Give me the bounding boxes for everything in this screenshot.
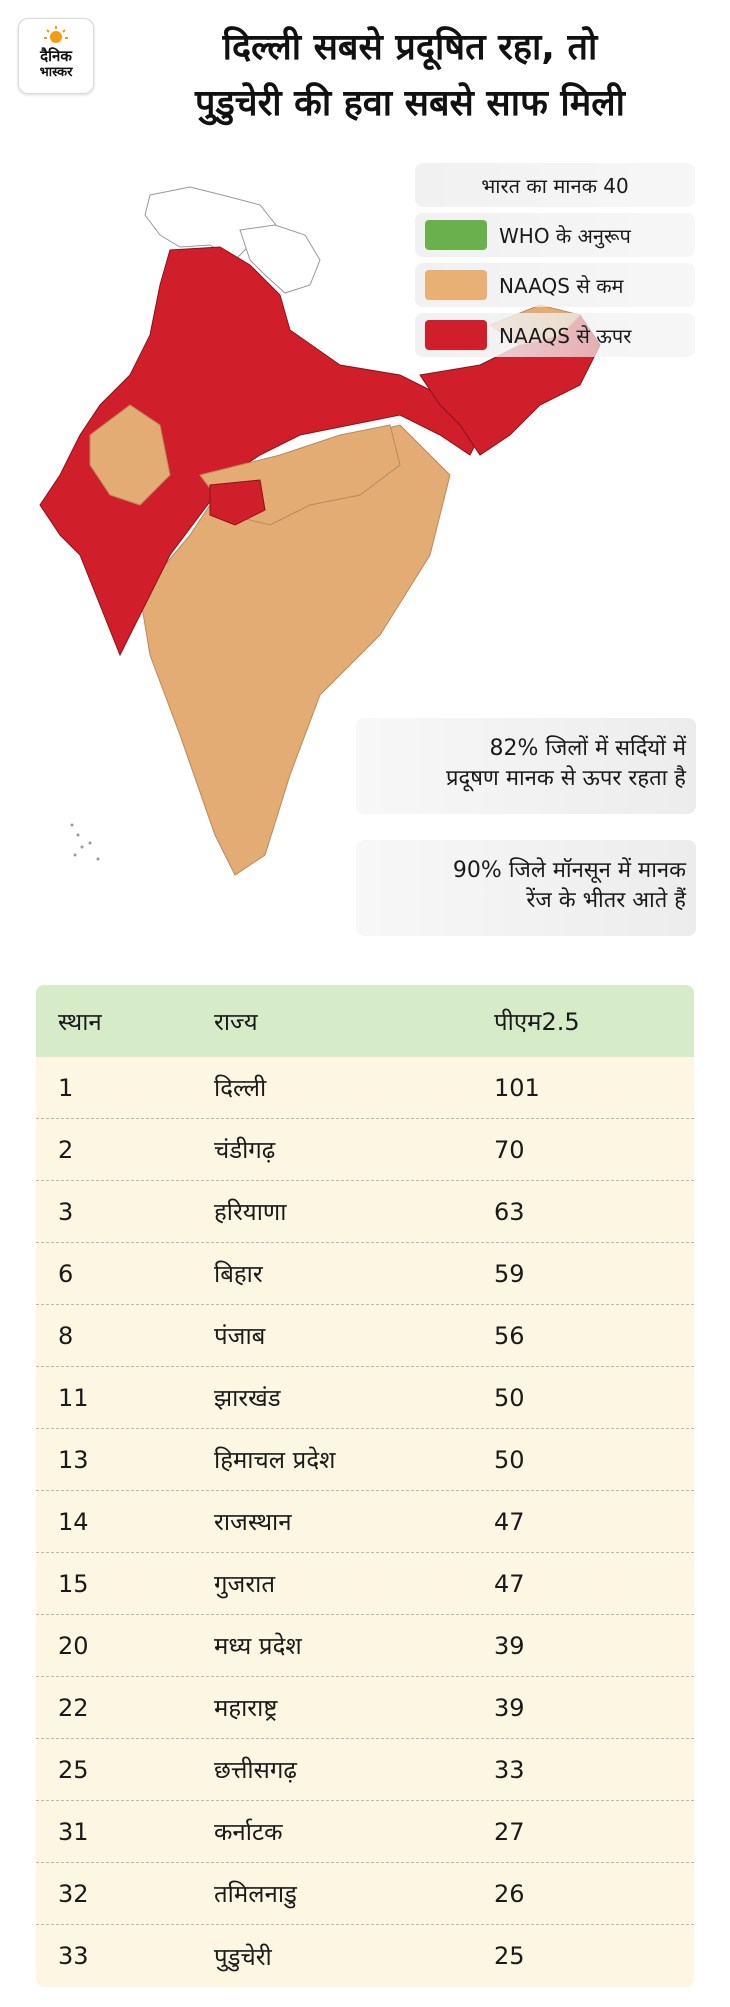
note-winter-line-2: प्रदूषण मानक से ऊपर रहता है — [446, 766, 686, 791]
legend-item-below-naaqs: NAAQS से कम — [415, 263, 695, 307]
map-region-west-tan — [89, 404, 171, 506]
cell-pm25: 26 — [494, 1879, 525, 1908]
map-legend: भारत का मानक 40 WHO के अनुरूप NAAQS से क… — [415, 163, 695, 363]
headline-line-1: दिल्ली सबसे प्रदूषित रहा, तो — [222, 27, 598, 68]
cell-state: पंजाब — [214, 1322, 266, 1350]
cell-rank: 1 — [58, 1073, 74, 1102]
table-row: 6 बिहार 59 — [36, 1243, 694, 1305]
table-row: 13 हिमाचल प्रदेश 50 — [36, 1429, 694, 1491]
cell-pm25: 25 — [494, 1942, 525, 1970]
cell-rank: 13 — [58, 1445, 89, 1474]
cell-rank: 2 — [58, 1135, 74, 1164]
table-row: 1 दिल्ली 101 — [36, 1057, 694, 1119]
legend-title: भारत का मानक 40 — [415, 163, 695, 207]
cell-rank: 8 — [58, 1321, 74, 1350]
map-islands — [70, 823, 100, 861]
cell-state: दिल्ली — [214, 1074, 267, 1102]
cell-state: पुडुचेरी — [214, 1942, 272, 1971]
cell-rank: 25 — [58, 1755, 89, 1784]
cell-pm25: 39 — [494, 1693, 525, 1722]
legend-label-above-naaqs: NAAQS से ऊपर — [499, 323, 632, 348]
note-monsoon: 90% जिले मॉनसून में मानक रेंज के भीतर आत… — [356, 840, 696, 936]
table-row: 31 कर्नाटक 27 — [36, 1801, 694, 1863]
cell-state: मध्य प्रदेश — [214, 1632, 302, 1660]
map-region-northeast-white — [239, 224, 321, 294]
cell-pm25: 33 — [494, 1755, 525, 1784]
cell-pm25: 63 — [494, 1197, 525, 1226]
cell-rank: 11 — [58, 1383, 89, 1412]
cell-rank: 6 — [58, 1259, 74, 1288]
header-pm25: पीएम2.5 — [494, 1007, 580, 1036]
legend-swatch-who — [425, 220, 487, 250]
cell-rank: 32 — [58, 1879, 89, 1908]
cell-pm25: 59 — [494, 1259, 525, 1288]
dainik-bhaskar-logo: दैनिक भास्कर — [18, 18, 94, 94]
legend-item-above-naaqs: NAAQS से ऊपर — [415, 313, 695, 357]
table-row: 25 छत्तीसगढ़ 33 — [36, 1739, 694, 1801]
table-row: 20 मध्य प्रदेश 39 — [36, 1615, 694, 1677]
cell-state: बिहार — [214, 1260, 263, 1288]
table-row: 8 पंजाब 56 — [36, 1305, 694, 1367]
note-winter-line-1: 82% जिलों में सर्दियों में — [489, 736, 686, 761]
headline-line-2: पुडुचेरी की हवा सबसे साफ मिली — [195, 83, 625, 124]
cell-pm25: 27 — [494, 1817, 525, 1846]
cell-pm25: 47 — [494, 1507, 525, 1536]
map-region-central-red — [209, 479, 266, 526]
cell-pm25: 101 — [494, 1073, 540, 1102]
sun-icon — [44, 26, 68, 43]
cell-rank: 22 — [58, 1693, 89, 1722]
header-state: राज्य — [214, 1007, 258, 1036]
cell-pm25: 56 — [494, 1321, 525, 1350]
logo-line-2: भास्कर — [39, 65, 73, 80]
cell-state: गुजरात — [214, 1570, 276, 1598]
headline: दिल्ली सबसे प्रदूषित रहा, तो पुडुचेरी की… — [110, 20, 710, 132]
cell-rank: 20 — [58, 1631, 89, 1660]
cell-state: हरियाणा — [214, 1198, 287, 1226]
cell-state: कर्नाटक — [214, 1818, 283, 1846]
cell-pm25: 50 — [494, 1445, 525, 1474]
table-row: 11 झारखंड 50 — [36, 1367, 694, 1429]
header-rank: स्थान — [58, 1007, 102, 1036]
cell-pm25: 70 — [494, 1135, 525, 1164]
table-row: 3 हरियाणा 63 — [36, 1181, 694, 1243]
cell-rank: 3 — [58, 1197, 74, 1226]
logo-line-1: दैनिक — [40, 47, 72, 65]
cell-state: हिमाचल प्रदेश — [214, 1446, 336, 1474]
state-pm25-table: स्थान राज्य पीएम2.5 1 दिल्ली 101 2 चंडीगढ़ 70… — [36, 985, 694, 1987]
table-row: 14 राजस्थान 47 — [36, 1491, 694, 1553]
table-row: 2 चंडीगढ़ 70 — [36, 1119, 694, 1181]
legend-label-who: WHO के अनुरूप — [499, 223, 631, 248]
cell-rank: 31 — [58, 1817, 89, 1846]
legend-label-below-naaqs: NAAQS से कम — [499, 273, 624, 298]
cell-state: राजस्थान — [214, 1508, 292, 1536]
cell-state: तमिलनाडु — [214, 1880, 297, 1908]
table-header: स्थान राज्य पीएम2.5 — [36, 985, 694, 1057]
table-row: 22 महाराष्ट्र 39 — [36, 1677, 694, 1739]
cell-state: महाराष्ट्र — [214, 1694, 278, 1722]
table-body: 1 दिल्ली 101 2 चंडीगढ़ 70 3 हरियाणा 63 6 बिहार 59 8 प… — [36, 1057, 694, 1987]
table-row: 32 तमिलनाडु 26 — [36, 1863, 694, 1925]
cell-pm25: 50 — [494, 1383, 525, 1412]
legend-item-who: WHO के अनुरूप — [415, 213, 695, 257]
cell-rank: 14 — [58, 1507, 89, 1536]
cell-state: झारखंड — [214, 1384, 281, 1412]
note-winter: 82% जिलों में सर्दियों में प्रदूषण मानक … — [356, 718, 696, 814]
cell-rank: 33 — [58, 1942, 89, 1970]
note-monsoon-line-2: रेंज के भीतर आते हैं — [526, 888, 686, 913]
cell-state: चंडीगढ़ — [214, 1136, 276, 1164]
cell-rank: 15 — [58, 1569, 89, 1598]
cell-pm25: 47 — [494, 1569, 525, 1598]
legend-swatch-below-naaqs — [425, 270, 487, 300]
table-row: 33 पुडुचेरी 25 — [36, 1925, 694, 1987]
legend-swatch-above-naaqs — [425, 320, 487, 350]
note-monsoon-line-1: 90% जिले मॉनसून में मानक — [452, 858, 686, 883]
cell-state: छत्तीसगढ़ — [214, 1756, 297, 1784]
table-row: 15 गुजरात 47 — [36, 1553, 694, 1615]
cell-pm25: 39 — [494, 1631, 525, 1660]
